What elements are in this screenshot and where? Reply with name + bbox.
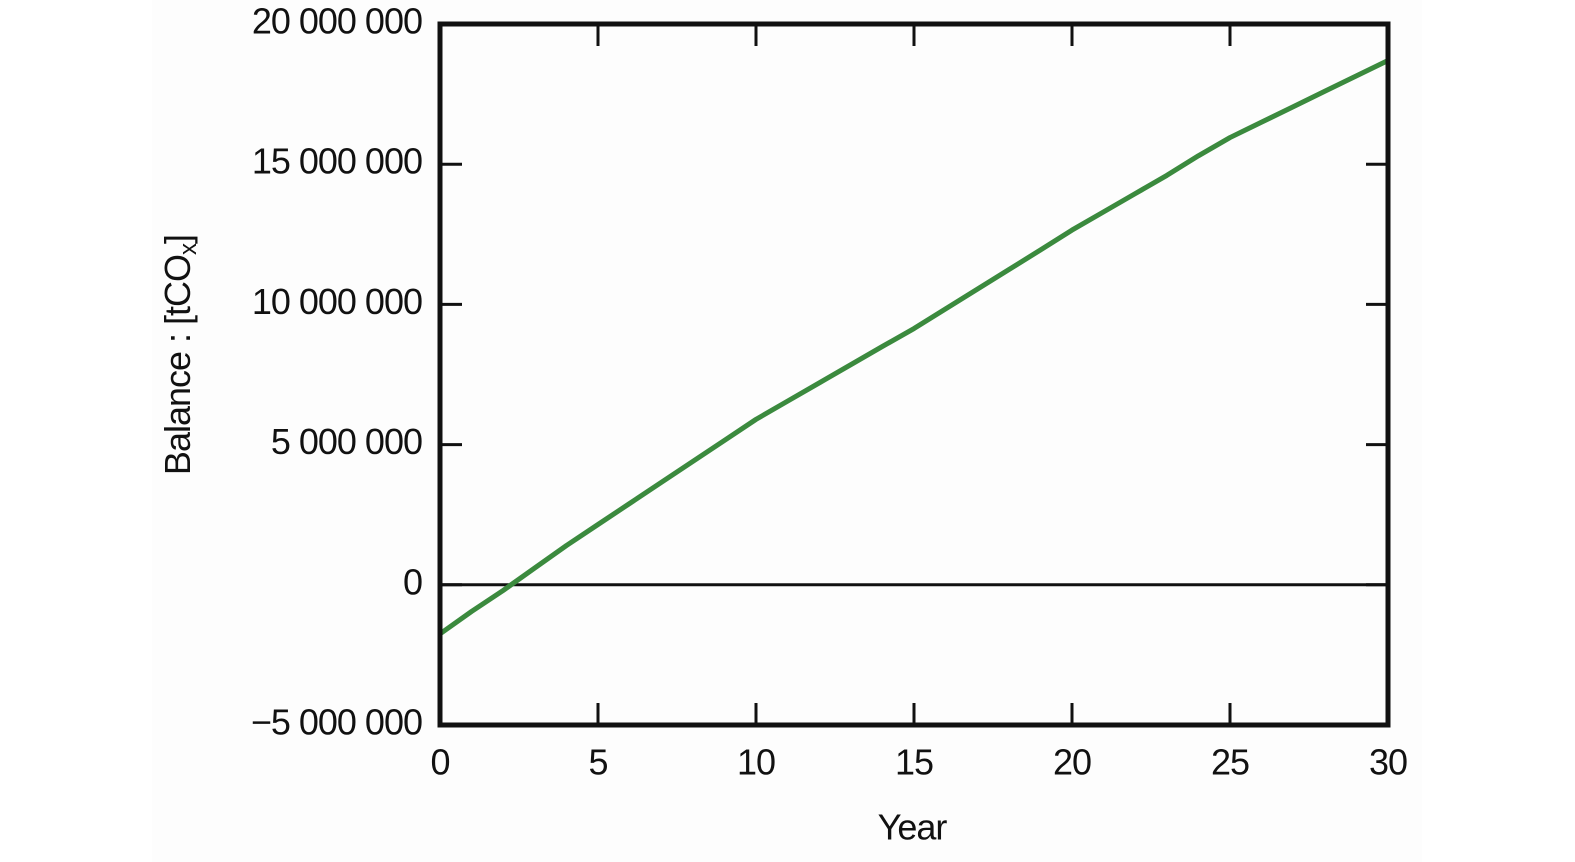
x-tick-label: 20 [1053,742,1091,783]
plot-frame [437,21,1391,728]
background [152,0,1422,862]
y-label-end: ] [157,235,198,244]
y-tick-label: 0 [403,561,422,602]
y-axis-label: Balance : [tCOx] [157,235,203,475]
y-tick-label: 20 000 000 [252,1,422,42]
y-label-main: Balance : [tCO [157,255,198,475]
x-tick-label: 25 [1211,742,1249,783]
y-tick-label: 5 000 000 [271,421,422,462]
x-axis-label: Year [878,807,948,848]
x-tick-label: 5 [588,742,607,783]
y-tick-label: 15 000 000 [252,141,422,182]
x-tick-label: 10 [737,742,775,783]
x-tick-label: 0 [430,742,449,783]
y-label-sub: x [175,243,202,255]
y-tick-label: −5 000 000 [251,702,422,743]
data-line [438,58,1390,636]
x-tick-label: 15 [895,742,933,783]
y-tick-label: 10 000 000 [252,281,422,322]
x-tick-label: 30 [1369,742,1407,783]
